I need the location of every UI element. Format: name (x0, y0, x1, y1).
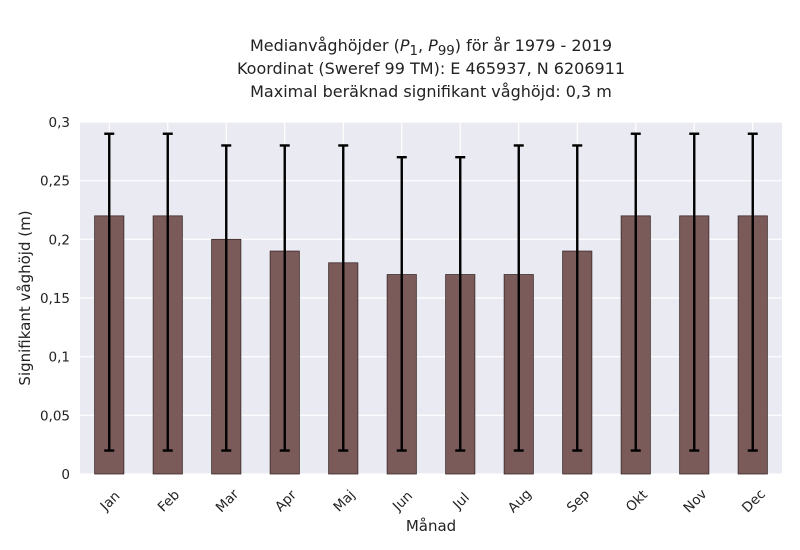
y-axis-label: Signifikant våghöjd (m) (16, 210, 34, 385)
y-tick-label: 0,15 (40, 291, 70, 307)
x-axis-label: Månad (406, 517, 456, 535)
x-tick-label: Nov (680, 486, 710, 516)
x-tick-label: Mar (213, 486, 243, 516)
y-tick-label: 0,3 (49, 115, 70, 131)
x-tick-label: Apr (272, 487, 300, 515)
chart-title-line-1: Medianvåghöjder (P1, P99) för år 1979 - … (249, 36, 613, 60)
y-tick-label: 0,2 (49, 232, 70, 248)
x-tick-label: Dec (739, 486, 769, 516)
x-tick-labels: Jan Feb Mar Apr Maj Jun Jul Aug Sep Okt Nov Dec (97, 486, 769, 516)
y-tick-label: 0,05 (40, 408, 70, 424)
x-tick-label: Jun (389, 488, 416, 515)
x-tick-label: Sep (564, 487, 593, 516)
x-tick-label: Okt (623, 487, 651, 515)
y-tick-label: 0 (61, 467, 70, 483)
y-tick-label: 0,25 (40, 174, 70, 190)
y-tick-label: 0,1 (49, 350, 70, 366)
x-tick-label: Feb (155, 487, 183, 515)
chart-title-line-3: Maximal beräknad signifikant våghöjd: 0,… (250, 82, 612, 101)
x-tick-label: Jul (449, 490, 473, 514)
error-bars (104, 132, 758, 452)
x-tick-label: Jan (97, 488, 124, 515)
x-tick-label: Maj (330, 487, 358, 515)
y-tick-labels: 0 0,05 0,1 0,15 0,2 0,25 0,3 (40, 115, 70, 483)
chart-title-line-2: Koordinat (Sweref 99 TM): E 465937, N 62… (236, 59, 626, 78)
x-tick-label: Aug (505, 486, 535, 516)
